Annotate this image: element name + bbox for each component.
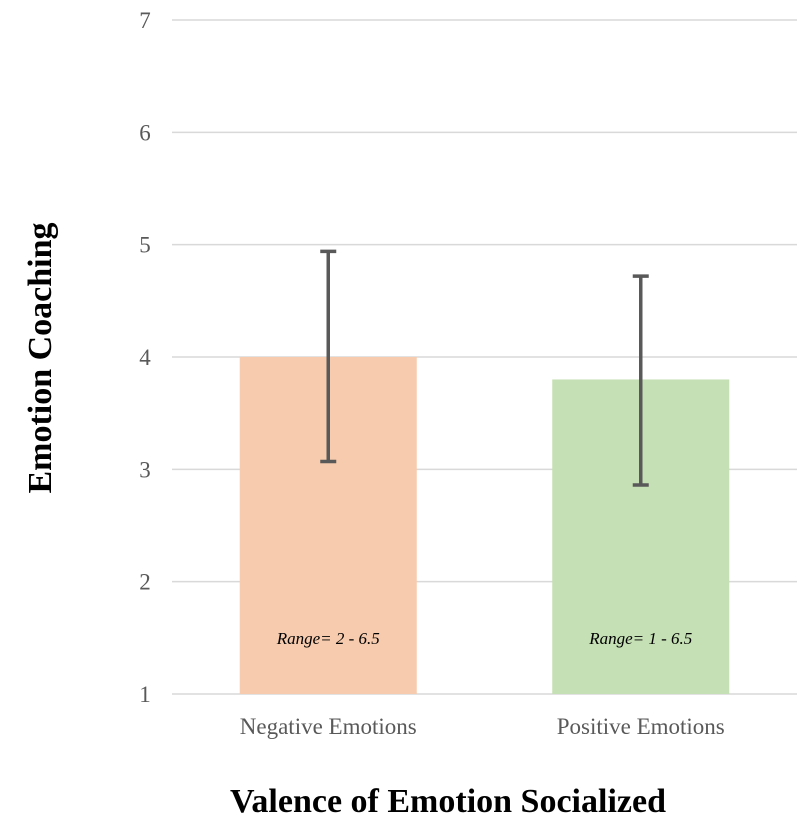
x-axis-title: Valence of Emotion Socialized <box>230 783 666 820</box>
x-axis-categories: Negative Emotions Positive Emotions <box>240 714 725 739</box>
y-tick-label: 2 <box>139 570 151 595</box>
x-category-label: Positive Emotions <box>557 714 725 739</box>
y-tick-label: 7 <box>139 8 151 33</box>
bar-annotations: Range= 2 - 6.5 Range= 1 - 6.5 <box>276 629 693 648</box>
error-bars <box>320 249 649 487</box>
y-axis-ticks: 1 2 3 4 5 6 7 <box>139 8 151 707</box>
range-annotation: Range= 2 - 6.5 <box>276 629 380 648</box>
y-tick-label: 3 <box>139 457 151 482</box>
y-tick-label: 5 <box>139 233 151 258</box>
x-category-label: Negative Emotions <box>240 714 417 739</box>
y-tick-label: 1 <box>139 682 151 707</box>
range-annotation: Range= 1 - 6.5 <box>588 629 692 648</box>
y-tick-label: 6 <box>139 120 151 145</box>
y-axis-title: Emotion Coaching <box>22 222 59 493</box>
y-tick-label: 4 <box>139 345 151 370</box>
